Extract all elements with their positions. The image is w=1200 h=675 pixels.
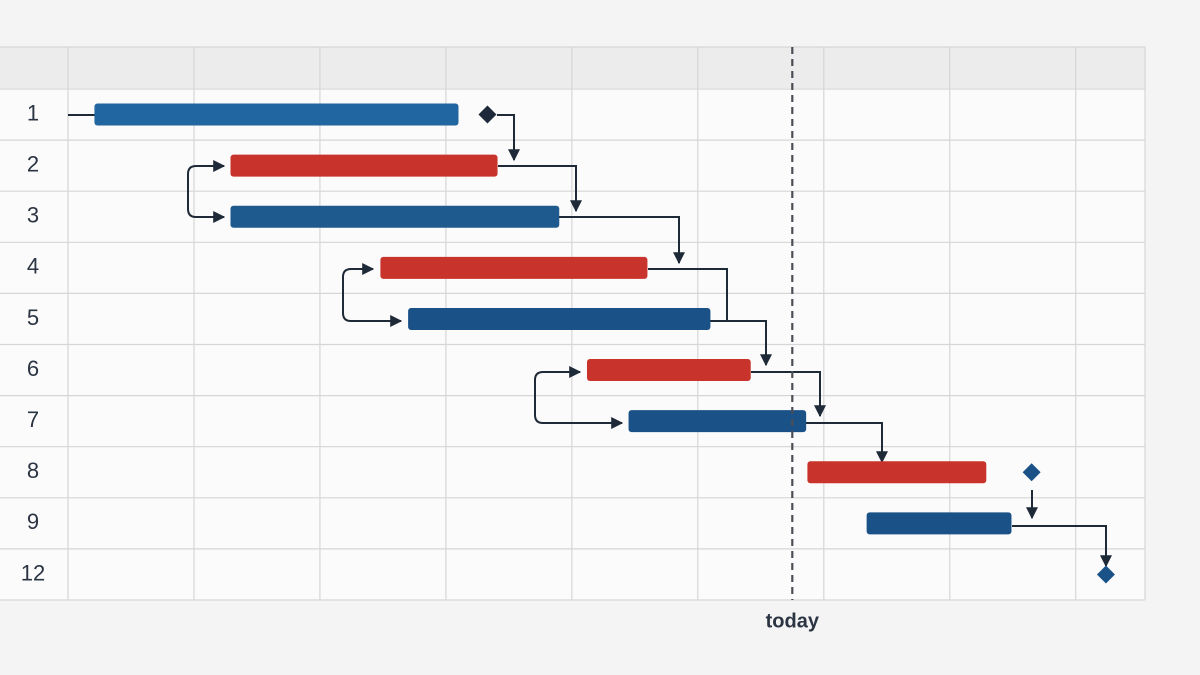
row-label: 8 [27, 458, 39, 483]
header-band [0, 47, 1145, 88]
task-bar [866, 512, 1012, 535]
row-label: 7 [27, 407, 39, 432]
task-bar [807, 461, 987, 484]
milestone [1096, 565, 1115, 584]
task-bar [230, 205, 560, 228]
row-label: 4 [27, 254, 39, 279]
dependency-arrow [497, 114, 520, 162]
dependency-arrow [751, 371, 826, 418]
milestone [478, 105, 497, 124]
grid [0, 46, 1146, 601]
start-link [342, 263, 403, 327]
dependency-arrow [806, 422, 888, 464]
row-label: 2 [27, 151, 39, 176]
dependency-arrow [710, 320, 772, 367]
task-bar [230, 154, 498, 177]
start-link [187, 160, 226, 223]
dependency-arrow [1012, 525, 1112, 568]
today-label: today [766, 610, 820, 632]
row-label: 1 [27, 100, 39, 125]
task-bar [628, 410, 807, 433]
task-bar [408, 307, 711, 330]
row-label: 3 [27, 203, 39, 228]
dependency-links [68, 114, 1112, 568]
task-bar [94, 103, 459, 126]
row-label: 6 [27, 356, 39, 381]
row-label: 5 [27, 305, 39, 330]
task-bar [586, 359, 751, 382]
dependency-arrow [559, 216, 685, 265]
dependency-arrow [498, 165, 582, 213]
task-bars [94, 103, 1115, 584]
row-label: 9 [27, 509, 39, 534]
task-bar [380, 256, 648, 279]
row-label: 12 [21, 560, 45, 585]
start-link [534, 366, 624, 429]
milestone [1022, 463, 1041, 482]
